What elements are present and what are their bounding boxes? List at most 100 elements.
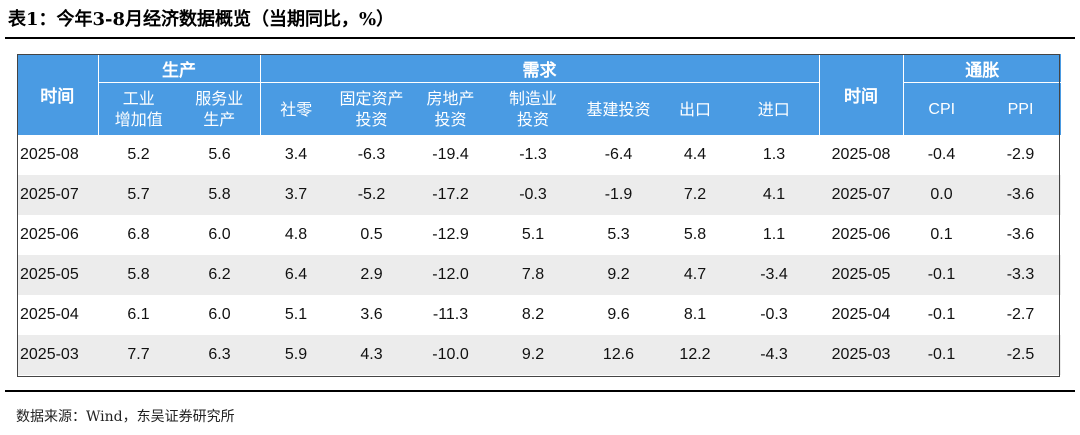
col-manufacturing: 制造业 投资 <box>490 82 576 135</box>
cell-industrial: 5.2 <box>127 146 150 163</box>
cell-real-estate: -17.2 <box>411 175 490 215</box>
col-ppi: PPI <box>980 82 1061 135</box>
cell-retail: 6.4 <box>260 255 332 295</box>
col-infrastructure: 基建投资 <box>576 82 661 135</box>
header-time-right: 时间 <box>819 54 904 135</box>
cell-industrial: 6.1 <box>127 306 150 323</box>
cell-cpi: -0.1 <box>927 306 956 323</box>
cell-exports: 5.8 <box>683 226 707 243</box>
cell-infrastructure: 9.2 <box>576 255 661 295</box>
cell-month2: 2025-06 <box>831 226 891 243</box>
table-row: 2025-04 6.1 6.0 5.1 3.6 -11.3 8.2 9.6 8.1 -0.3 202… <box>17 295 1061 335</box>
cell-retail: 5.1 <box>284 306 308 323</box>
table-row: 2025-03 7.7 6.3 5.9 4.3 -10.0 9.2 12.6 12.2 -4.3 2… <box>17 335 1061 375</box>
cell-ppi: -2.9 <box>1006 146 1035 163</box>
cell-month2: 2025-05 <box>819 255 903 295</box>
cell-infrastructure: 9.6 <box>607 306 630 323</box>
cell-ppi: -3.6 <box>1006 226 1035 243</box>
cell-exports: 12.2 <box>661 335 729 375</box>
cell-real-estate: -12.0 <box>411 255 490 295</box>
col-exports: 出口 <box>661 82 729 135</box>
cell-month: 2025-07 <box>17 175 98 215</box>
table-row: 2025-05 5.8 6.2 6.4 2.9 -12.0 7.8 9.2 4.7 -3.4 202… <box>17 255 1061 295</box>
cell-fai: 2.9 <box>332 255 411 295</box>
table-row: 2025-08 5.2 5.6 3.4 -6.3 -19.4 -1.3 -6.4 4.4 1.3 2… <box>17 135 1061 175</box>
cell-ppi: -3.3 <box>980 255 1061 295</box>
cell-month: 2025-05 <box>17 255 98 295</box>
cell-exports: 4.4 <box>683 146 707 163</box>
cell-retail: 4.8 <box>284 226 308 243</box>
cell-month: 2025-08 <box>20 146 79 163</box>
cell-infrastructure: 5.3 <box>607 226 630 243</box>
cell-month2: 2025-04 <box>831 306 891 323</box>
cell-manufacturing: -0.3 <box>490 175 576 215</box>
cell-retail: 5.9 <box>260 335 332 375</box>
cell-imports: 1.3 <box>762 146 786 163</box>
cell-services: 6.0 <box>208 226 231 243</box>
cell-cpi: -0.1 <box>903 335 980 375</box>
header-group-production: 生产 <box>98 54 261 83</box>
cell-imports: -3.4 <box>729 255 819 295</box>
cell-fai: -5.2 <box>332 175 411 215</box>
cell-industrial: 5.8 <box>98 255 179 295</box>
cell-services: 6.0 <box>208 306 231 323</box>
cell-infrastructure: -1.9 <box>576 175 661 215</box>
cell-retail: 3.7 <box>260 175 332 215</box>
header-row-groups: 时间 生产 需求 时间 通胀 <box>17 54 1061 135</box>
cell-fai: 4.3 <box>332 335 411 375</box>
cell-month: 2025-03 <box>17 335 98 375</box>
cell-services: 5.8 <box>179 175 260 215</box>
table-row: 2025-07 5.7 5.8 3.7 -5.2 -17.2 -0.3 -1.9 7.2 4.1 2… <box>17 175 1061 215</box>
cell-exports: 4.7 <box>661 255 729 295</box>
table-row: 2025-06 6.8 6.0 4.8 0.5 -12.9 5.1 5.3 5.8 1.1 2025… <box>17 215 1061 255</box>
header-group-demand: 需求 <box>260 54 820 83</box>
cell-services: 6.3 <box>179 335 260 375</box>
cell-manufacturing: 7.8 <box>490 255 576 295</box>
cell-cpi: 0.0 <box>903 175 980 215</box>
cell-manufacturing: -1.3 <box>519 146 547 163</box>
cell-month2: 2025-03 <box>819 335 903 375</box>
cell-cpi: -0.4 <box>927 146 956 163</box>
cell-real-estate: -12.9 <box>432 226 469 243</box>
cell-services: 6.2 <box>179 255 260 295</box>
cell-retail: 3.4 <box>284 146 308 163</box>
header-row-columns: 工业 增加值 服务业 生产 社零 固定资产 投资 房地产 投资 制造业 投资 基建投资 出… <box>17 82 1061 135</box>
cell-industrial: 5.7 <box>98 175 179 215</box>
cell-fai: -6.3 <box>357 146 386 163</box>
cell-manufacturing: 8.2 <box>521 306 545 323</box>
cell-month2: 2025-08 <box>831 146 891 163</box>
cell-imports: 4.1 <box>729 175 819 215</box>
table-title: 表1：今年3-8月经济数据概览（当期同比，%） <box>8 9 395 30</box>
col-services: 服务业 生产 <box>179 82 261 135</box>
cell-ppi: -2.5 <box>980 335 1061 375</box>
economic-data-table: 时间 生产 需求 时间 通胀 工业 增加值 服务业 生产 社零 固定资产 投资 房地产… <box>17 54 1061 375</box>
cell-month: 2025-04 <box>20 306 79 323</box>
col-retail: 社零 <box>260 82 332 135</box>
col-industrial: 工业 增加值 <box>98 82 179 135</box>
cell-manufacturing: 9.2 <box>490 335 576 375</box>
header-time-left: 时间 <box>17 54 99 135</box>
col-imports: 进口 <box>729 82 820 135</box>
cell-infrastructure: -6.4 <box>604 146 633 163</box>
cell-month2: 2025-07 <box>819 175 903 215</box>
col-cpi: CPI <box>903 82 980 135</box>
cell-imports: -4.3 <box>729 335 819 375</box>
cell-real-estate: -19.4 <box>432 146 469 163</box>
cell-exports: 7.2 <box>661 175 729 215</box>
cell-industrial: 6.8 <box>127 226 150 243</box>
cell-fai: 0.5 <box>360 226 383 243</box>
cell-industrial: 7.7 <box>98 335 179 375</box>
cell-cpi: -0.1 <box>903 255 980 295</box>
source-note: 数据来源：Wind，东吴证券研究所 <box>16 409 235 425</box>
cell-ppi: -2.7 <box>1006 306 1035 323</box>
col-real-estate: 房地产 投资 <box>411 82 490 135</box>
cell-services: 5.6 <box>208 146 231 163</box>
cell-real-estate: -10.0 <box>411 335 490 375</box>
cell-imports: 1.1 <box>762 226 786 243</box>
cell-ppi: -3.6 <box>980 175 1061 215</box>
header-group-inflation: 通胀 <box>903 54 1061 83</box>
cell-month: 2025-06 <box>20 226 79 243</box>
cell-real-estate: -11.3 <box>432 306 469 323</box>
cell-imports: -0.3 <box>760 306 788 323</box>
cell-manufacturing: 5.1 <box>521 226 545 243</box>
